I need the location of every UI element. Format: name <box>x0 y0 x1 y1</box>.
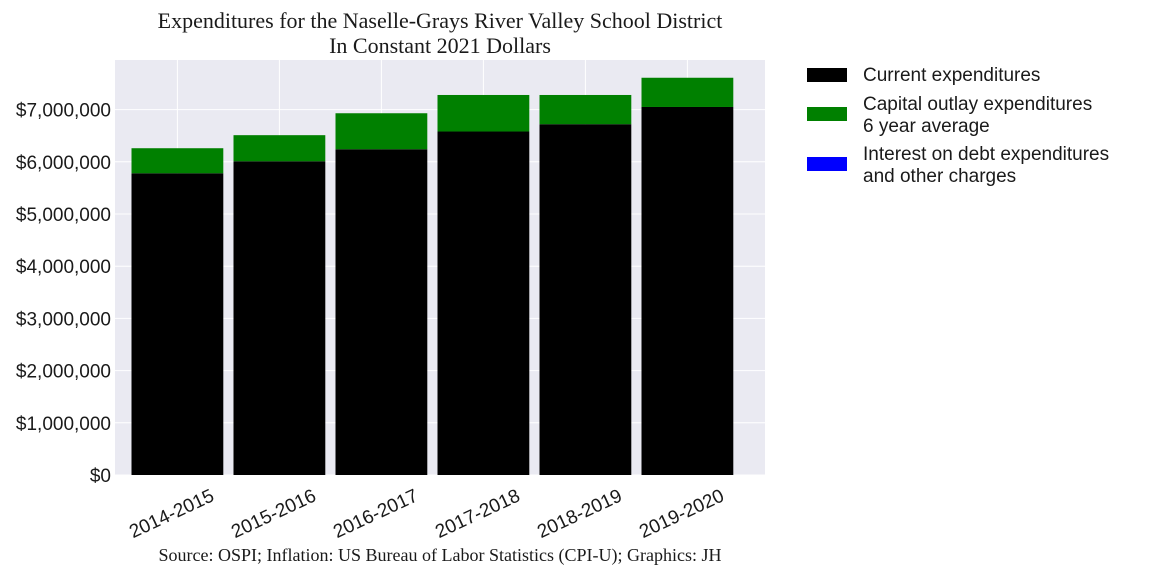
y-tick-label: $1,000,000 <box>16 414 111 435</box>
legend-swatch <box>807 107 847 121</box>
legend-label: Capital outlay expenditures 6 year averag… <box>863 94 1092 137</box>
bar-segment-series-1-2017-2018 <box>437 94 530 132</box>
chart-title: Expenditures for the Naselle-Grays River… <box>158 8 723 33</box>
legend-label: Interest on debt expenditures and other c… <box>863 144 1109 187</box>
bar-segment-series-1-2014-2015 <box>131 148 224 174</box>
source-note: Source: OSPI; Inflation: US Bureau of La… <box>159 545 722 566</box>
x-tick-label: 2018-2019 <box>534 485 625 542</box>
chart-subtitle: In Constant 2021 Dollars <box>329 33 551 58</box>
x-tick-label: 2016-2017 <box>330 485 421 542</box>
y-tick-label: $3,000,000 <box>16 309 111 330</box>
x-axis-ticks: 2014-2015 2015-2016 2016-2017 2017-2018 2018… <box>126 485 727 542</box>
legend-swatch <box>807 157 847 171</box>
legend-swatch <box>807 68 847 82</box>
bar-segment-series-1-2018-2019 <box>539 94 632 125</box>
legend-label-line: 6 year average <box>863 116 990 137</box>
bar-segment-series-1-2016-2017 <box>335 113 428 150</box>
x-tick-label: 2015-2016 <box>228 485 319 542</box>
bar-segment-series-0-2015-2016 <box>233 161 326 475</box>
legend: Current expenditures Capital outlay expen… <box>807 65 1109 187</box>
y-axis-ticks: $0 $1,000,000 $2,000,000 $3,000,000 $4,000,0… <box>16 101 111 487</box>
y-tick-label: $6,000,000 <box>16 153 111 174</box>
bar-segment-series-1-2019-2020 <box>641 77 734 107</box>
x-tick-label: 2019-2020 <box>636 485 727 542</box>
legend-label-line: Current expenditures <box>863 65 1040 86</box>
y-tick-label: $0 <box>90 466 111 487</box>
x-tick-label: 2017-2018 <box>432 485 523 542</box>
bar-segment-series-0-2019-2020 <box>641 106 734 475</box>
bar-segment-series-1-2015-2016 <box>233 135 326 162</box>
bar-segment-series-0-2018-2019 <box>539 124 632 475</box>
bar-segment-series-0-2016-2017 <box>335 149 428 475</box>
y-tick-label: $4,000,000 <box>16 257 111 278</box>
bar-segment-series-0-2017-2018 <box>437 131 530 475</box>
x-tick-label: 2014-2015 <box>126 485 217 542</box>
bars <box>131 77 734 475</box>
y-tick-label: $2,000,000 <box>16 362 111 383</box>
legend-label-line: Capital outlay expenditures <box>863 94 1092 115</box>
y-tick-label: $7,000,000 <box>16 101 111 122</box>
legend-label-line: and other charges <box>863 166 1016 187</box>
legend-label: Current expenditures <box>863 65 1040 86</box>
bar-segment-series-0-2014-2015 <box>131 173 224 475</box>
y-tick-label: $5,000,000 <box>16 205 111 226</box>
legend-label-line: Interest on debt expenditures <box>863 144 1109 165</box>
